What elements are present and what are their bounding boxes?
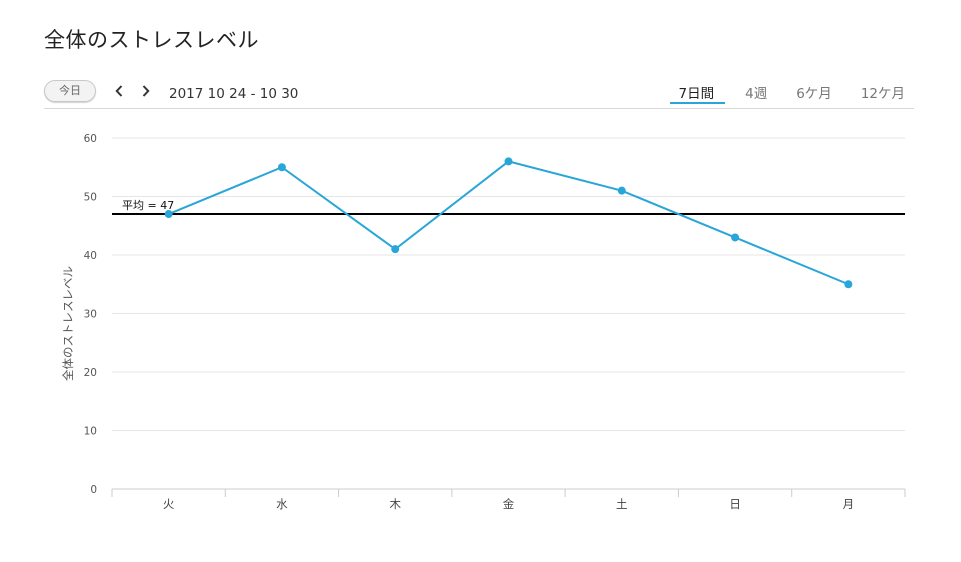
y-tick-label: 20	[84, 367, 97, 379]
date-range: 2017 10 24 - 10 30	[169, 86, 299, 102]
today-button[interactable]: 今日	[44, 80, 96, 102]
x-tick-label: 日	[729, 497, 741, 511]
data-point-火[interactable]	[164, 210, 173, 219]
chevron-right-icon[interactable]	[138, 82, 154, 100]
page-title: 全体のストレスレベル	[44, 28, 259, 52]
x-tick-label: 土	[616, 497, 628, 511]
y-tick-label: 10	[84, 426, 97, 438]
average-label: 平均 = 47	[122, 199, 174, 212]
y-tick-label: 40	[84, 250, 97, 262]
tab-4-weeks[interactable]: 4週	[745, 86, 768, 102]
x-tick-label: 月	[843, 497, 855, 511]
average-line-group: 平均 = 47	[112, 199, 905, 216]
x-tick-label: 金	[503, 497, 515, 511]
series-stress	[164, 157, 853, 289]
data-point-日[interactable]	[731, 233, 740, 242]
data-point-金[interactable]	[504, 157, 513, 166]
tab-7-days[interactable]: 7日間	[669, 78, 726, 104]
y-axis-label: 全体のストレスレベル	[61, 266, 75, 381]
data-point-土[interactable]	[617, 186, 626, 195]
period-tabs: 7日間 4週 6ケ月 12ケ月	[659, 78, 914, 109]
y-tick-label: 30	[84, 309, 97, 321]
x-tick-label: 火	[163, 497, 175, 511]
x-tick-label: 水	[276, 497, 288, 511]
y-tick-label: 50	[84, 192, 97, 204]
x-tick-label: 木	[389, 497, 401, 511]
tab-12-months[interactable]: 12ケ月	[860, 86, 905, 102]
toolbar: 今日 2017 10 24 - 10 30 7日間 4週 6ケ月 12ケ月	[44, 78, 914, 109]
y-tick-label: 0	[90, 484, 97, 496]
data-point-木[interactable]	[391, 245, 400, 254]
grid-lines	[112, 137, 905, 431]
y-tick-label: 60	[84, 133, 97, 145]
data-point-水[interactable]	[277, 163, 286, 172]
chevron-left-icon[interactable]	[111, 82, 127, 100]
axes: 0 10 20 30 40 50 60 火 水 木 金 土 日 月	[84, 133, 906, 511]
data-point-月[interactable]	[844, 280, 853, 289]
tab-6-months[interactable]: 6ケ月	[796, 86, 832, 102]
series-line	[168, 160, 849, 286]
